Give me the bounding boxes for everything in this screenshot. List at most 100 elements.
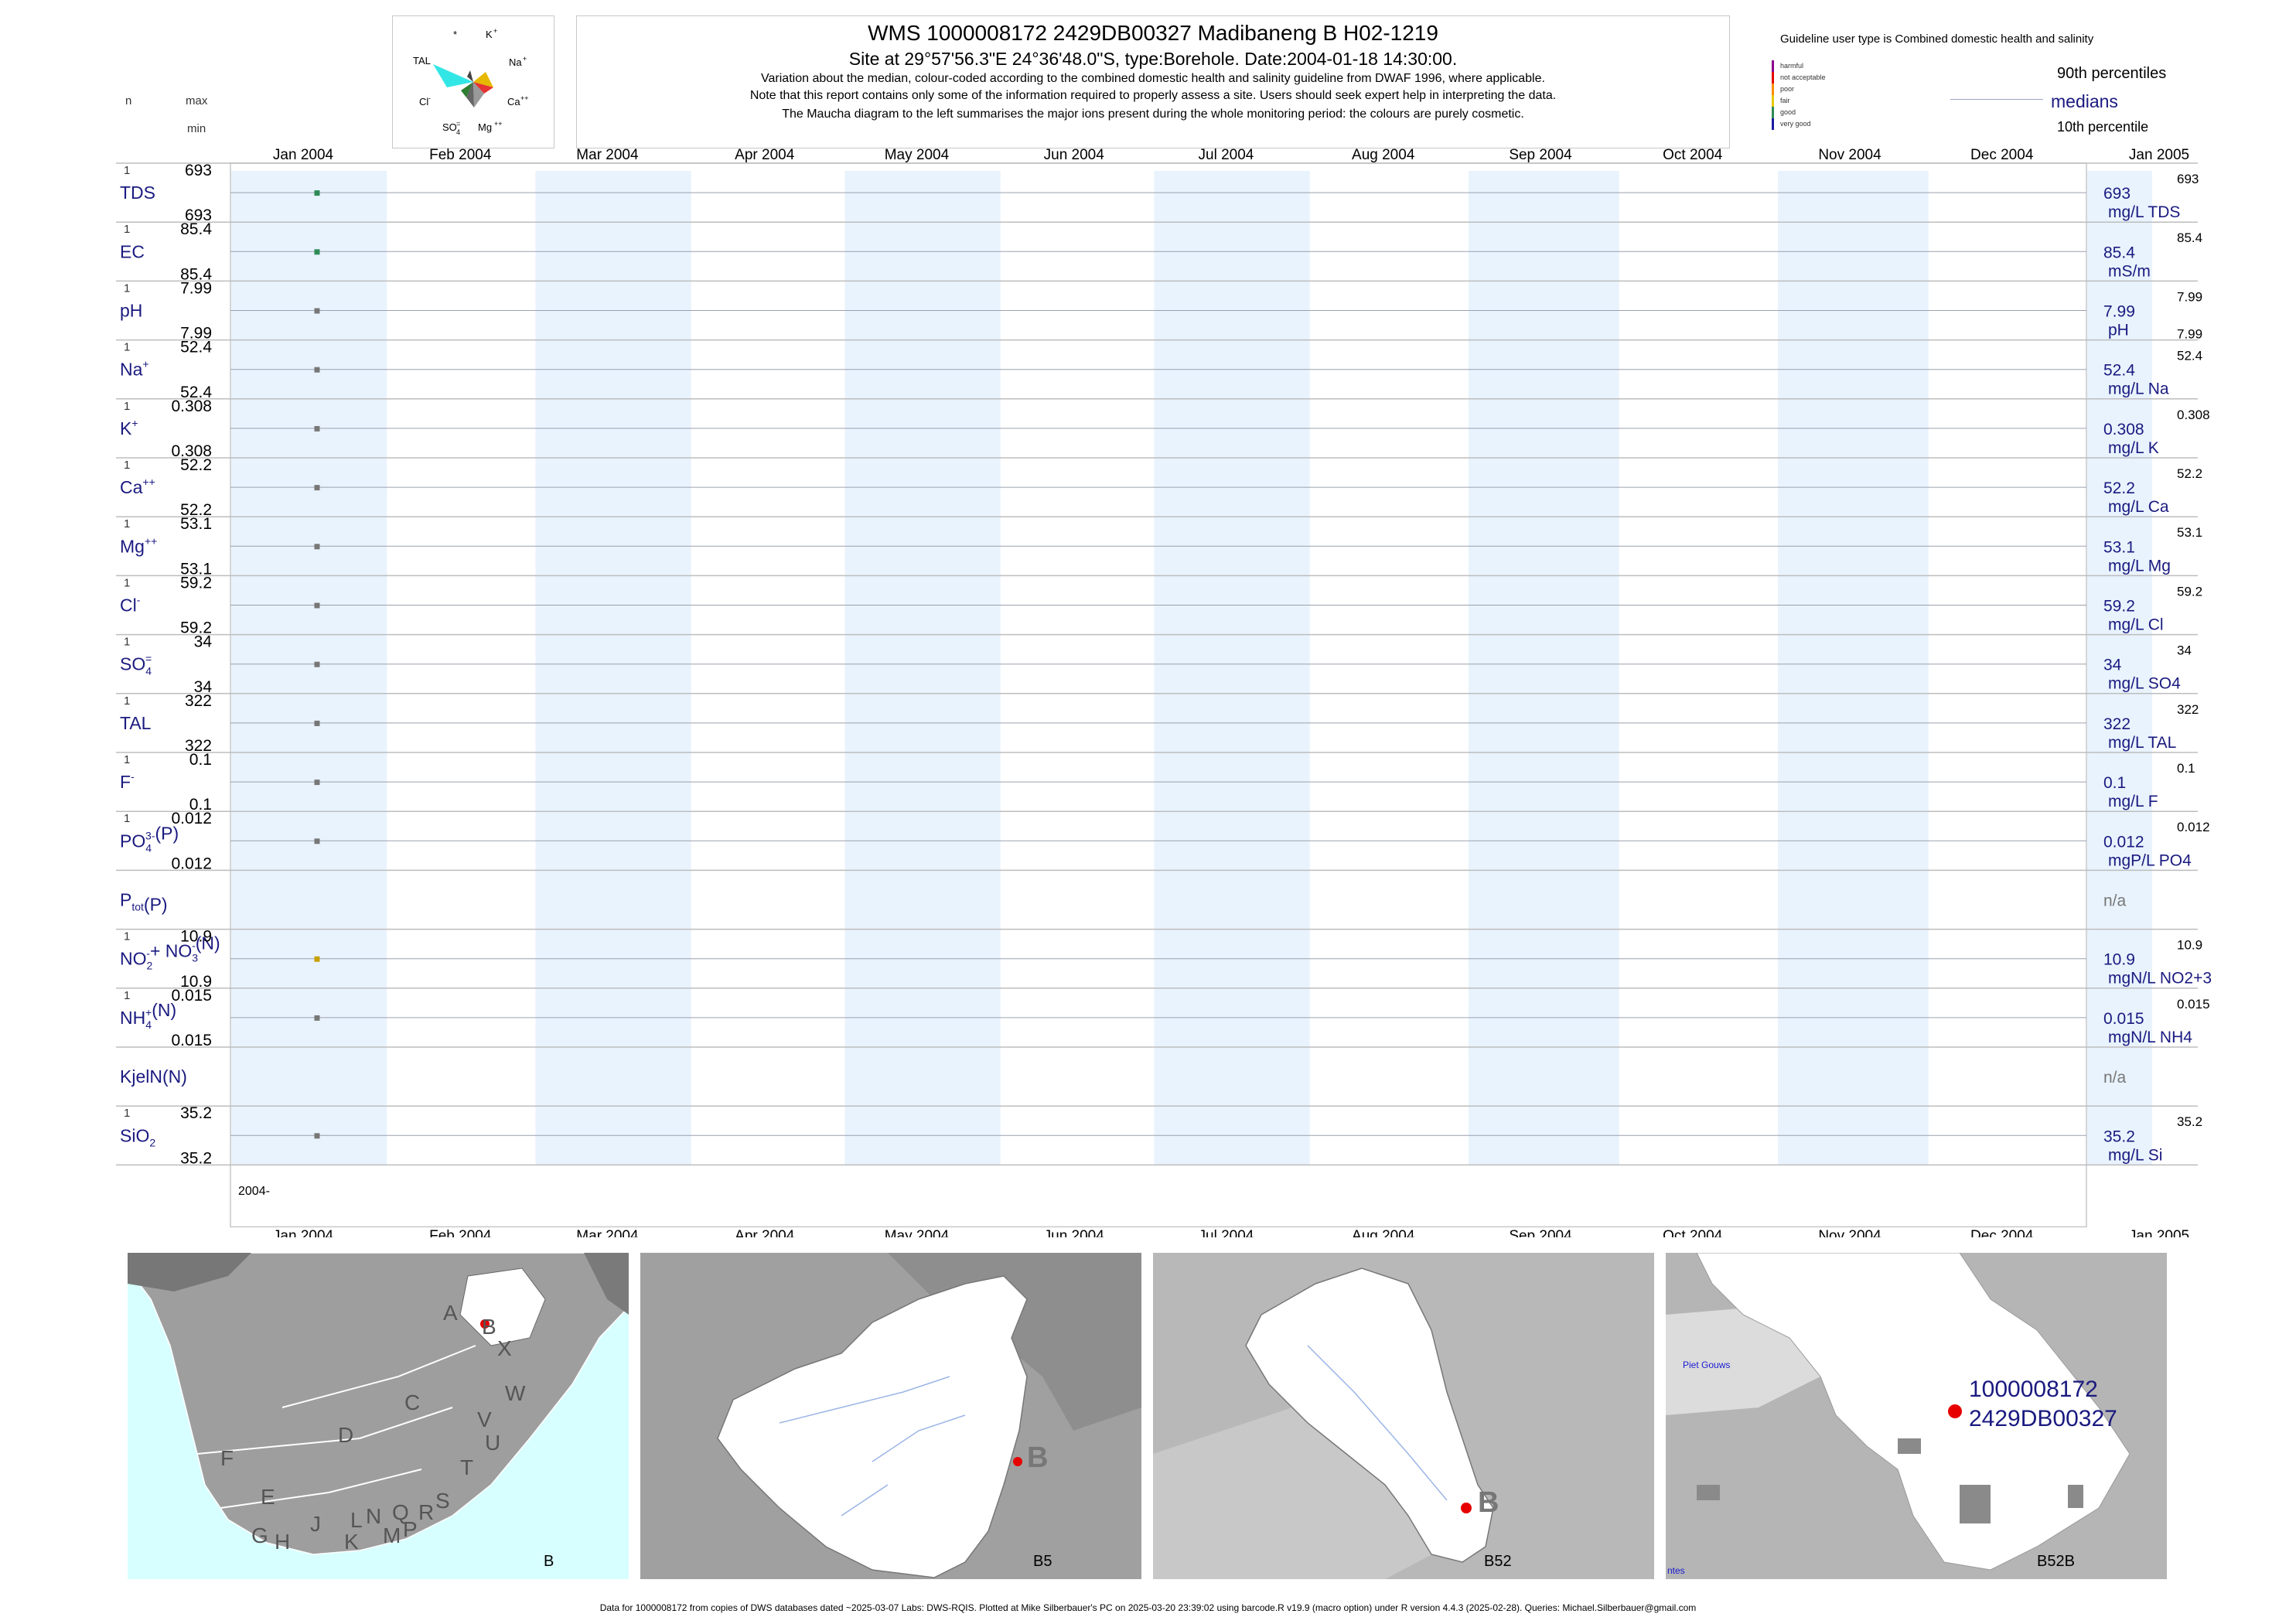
panel-n-nox: 1 (124, 930, 130, 943)
data-point-tds (314, 190, 320, 196)
right-min-ph: 7.99 (2177, 327, 2202, 342)
drainage-region-letter: V (477, 1407, 492, 1431)
maucha-label-k: K (486, 29, 493, 40)
legend-swatch-1 (1772, 72, 1774, 84)
right-unit-nox: mgN/L NO2+3 (2108, 970, 2212, 988)
drainage-region-letter: Q (392, 1500, 409, 1524)
month-label-top: Jan 2004 (273, 147, 334, 163)
right-max-sio2: 35.2 (2177, 1114, 2202, 1129)
right-value-nh4: 0.015 (2103, 1010, 2144, 1028)
month-label-top: Feb 2004 (429, 147, 492, 163)
panel-label-tal: TAL (120, 713, 152, 733)
maucha-k-segment (467, 70, 473, 82)
map-b52b-site-id: 1000008172 (1969, 1377, 2098, 1402)
footer-note: Data for 1000008172 from copies of DWS d… (599, 1602, 1697, 1613)
legend-class-label: good (1780, 108, 1796, 116)
drainage-region-letter: K (344, 1530, 359, 1554)
maucha-label-mg-sup: ++ (494, 120, 503, 128)
month-label-top: Mar 2004 (576, 147, 639, 163)
maucha-label-mg: Mg (478, 121, 492, 133)
maucha-tal-segment (433, 64, 473, 87)
data-point-nox (314, 956, 320, 962)
drainage-region-letter: S (435, 1489, 450, 1513)
drainage-region-letter: N (366, 1504, 382, 1528)
right-max-cl: 59.2 (2177, 584, 2202, 599)
panel-max-nox: 10.9 (180, 928, 212, 946)
map-caption-b: B (544, 1553, 554, 1570)
panel-n-ph: 1 (124, 281, 130, 295)
month-label-bottom: Dec 2004 (1970, 1228, 2034, 1237)
month-label-bottom: Sep 2004 (1509, 1228, 1572, 1237)
right-unit-ca: mg/L Ca (2108, 498, 2169, 516)
drainage-region-letter: X (497, 1336, 512, 1360)
maucha-so4-segment (466, 82, 474, 107)
data-point-mg (314, 544, 320, 550)
panel-label-ptot: Ptot(P) (120, 890, 168, 915)
right-value-ptot: n/a (2103, 892, 2127, 910)
map-caption-b52: B52 (1484, 1553, 1512, 1570)
right-unit-cl: mg/L Cl (2108, 616, 2164, 634)
legend-class-label: harmful (1780, 62, 1804, 70)
legend-swatch-0 (1772, 60, 1774, 72)
maucha-label-tal: TAL (413, 55, 431, 67)
right-max-ca: 52.2 (2177, 466, 2202, 481)
month-band (1154, 171, 1310, 1165)
right-value-k: 0.308 (2103, 421, 2144, 438)
legend-class-label: not acceptable (1780, 73, 1826, 81)
panel-n-ca: 1 (124, 459, 130, 472)
map-b52b-site-marker (1948, 1404, 1962, 1418)
drainage-region-letter: A (443, 1301, 458, 1325)
map-south-africa-graphic (128, 1253, 629, 1555)
panel-label-ca: Ca++ (120, 476, 155, 497)
maucha-label-k-sup: + (493, 27, 497, 35)
month-band (535, 171, 691, 1165)
month-label-top: Oct 2004 (1663, 147, 1723, 163)
drainage-region-letter: R (418, 1500, 435, 1524)
month-label-top: May 2004 (885, 147, 950, 163)
legend-title: Guideline user type is Combined domestic… (1780, 32, 2094, 46)
page-title: WMS 1000008172 2429DB00327 Madibaneng B … (868, 21, 1438, 45)
year-label: 2004- (238, 1185, 270, 1198)
panel-n-po4: 1 (124, 812, 130, 825)
panel-max-tal: 322 (185, 692, 212, 710)
right-unit-k: mg/L K (2108, 439, 2159, 457)
map-b52b-place-1: Piet Gouws (1683, 1360, 1731, 1370)
right-unit-f: mg/L F (2108, 793, 2158, 810)
right-unit-mg: mg/L Mg (2108, 557, 2171, 575)
legend-class-label: fair (1780, 97, 1790, 104)
legend-swatch-4 (1772, 107, 1774, 118)
panel-min-sio2: 35.2 (180, 1149, 212, 1167)
panel-min-ca: 52.2 (180, 501, 212, 519)
maucha-ca-segment (473, 82, 493, 94)
right-unit-nh4: mgN/L NH4 (2108, 1029, 2192, 1046)
panel-label-f: F- (120, 770, 135, 792)
data-point-na (314, 367, 320, 373)
panel-min-ph: 7.99 (180, 325, 212, 343)
col-header-n: n (125, 94, 132, 107)
panel-min-k: 0.308 (171, 442, 212, 460)
maucha-label-so4-sup: = (456, 120, 460, 128)
data-point-ec (314, 249, 320, 255)
right-value-mg: 53.1 (2103, 538, 2135, 556)
panel-label-na: Na+ (120, 358, 149, 380)
panel-min-po4: 0.012 (171, 855, 212, 872)
data-point-cl (314, 602, 320, 609)
maucha-mg-segment (473, 82, 484, 107)
panel-n-tds: 1 (124, 164, 130, 177)
panel-n-so4: 1 (124, 636, 130, 649)
right-unit-po4: mgP/L PO4 (2108, 851, 2192, 869)
panel-min-na: 52.4 (180, 384, 212, 401)
panel-min-tal: 322 (185, 737, 212, 755)
right-unit-sio2: mg/L Si (2108, 1146, 2162, 1164)
maucha-label-so4-sub: 4 (456, 128, 460, 136)
month-label-bottom: Aug 2004 (1352, 1228, 1415, 1237)
panel-label-nox: NO2-+ NO3-(N) (120, 933, 220, 972)
map-b52b-site-code: 2429DB00327 (1969, 1406, 2117, 1431)
title-box: WMS 1000008172 2429DB00327 Madibaneng B … (576, 15, 1730, 148)
map-b52b-graphic (1666, 1253, 2167, 1579)
right-unit-na: mg/L Na (2108, 380, 2169, 398)
map-b52-site-marker (1461, 1503, 1472, 1513)
month-label-bottom: Feb 2004 (429, 1228, 492, 1237)
map-b5-graphic (640, 1253, 1141, 1579)
